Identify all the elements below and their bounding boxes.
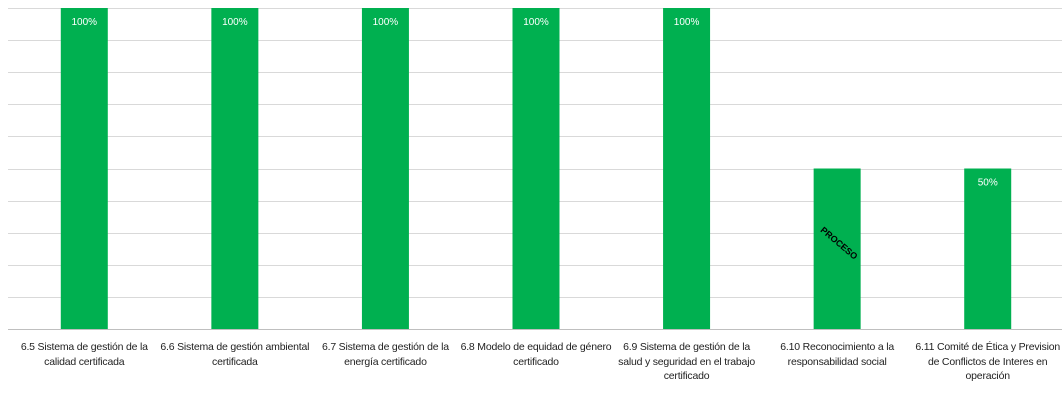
x-tick-label: 6.5 Sistema de gestión de la calidad cer… <box>20 341 148 368</box>
bar <box>512 8 560 329</box>
bar <box>361 8 409 329</box>
bar <box>964 168 1012 329</box>
data-label: 100% <box>222 17 248 28</box>
data-label: 100% <box>373 17 399 28</box>
data-label: 100% <box>674 17 700 28</box>
x-tick-label: 6.8 Modelo de equidad de género certific… <box>460 341 612 368</box>
x-tick-label: 6.10 Reconocimiento a la responsabilidad… <box>780 341 894 368</box>
data-label: 50% <box>978 178 998 189</box>
x-tick-label: 6.11 Comité de Ética y Prevision de Conf… <box>915 341 1060 382</box>
bar <box>60 8 108 329</box>
x-tick-label: 6.9 Sistema de gestión de la salud y seg… <box>618 341 755 382</box>
bars <box>60 8 1012 329</box>
bar <box>813 168 861 329</box>
bar <box>211 8 259 329</box>
x-tick-label: 6.7 Sistema de gestión de la energía cer… <box>321 341 449 368</box>
x-tick-label: 6.6 Sistema de gestión ambiental certifi… <box>160 341 310 368</box>
data-label: 100% <box>71 17 97 28</box>
bar <box>663 8 711 329</box>
data-label: 100% <box>523 17 549 28</box>
